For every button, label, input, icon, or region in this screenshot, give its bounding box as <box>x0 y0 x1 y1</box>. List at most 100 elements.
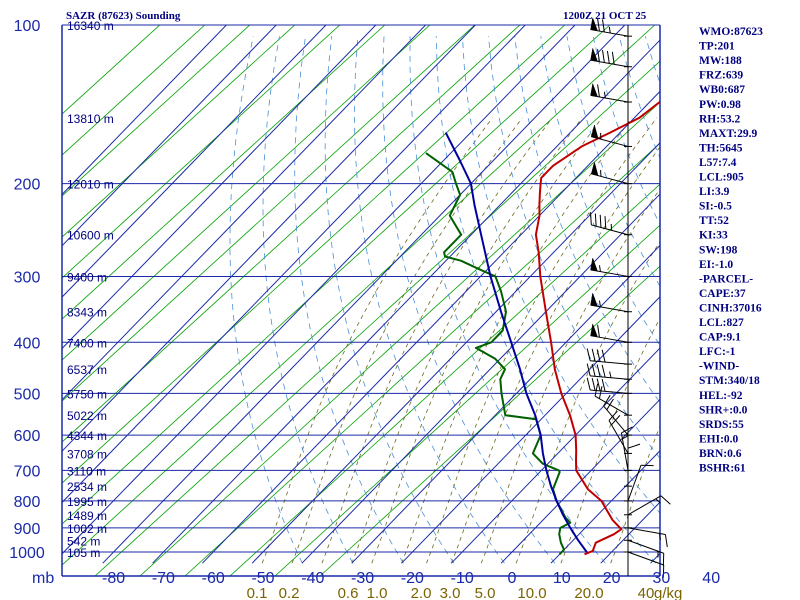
isotherm <box>62 25 576 555</box>
wind-barb <box>586 377 632 394</box>
moist-adiabat <box>62 25 161 115</box>
index-value: -WIND- <box>699 361 739 373</box>
height-label: 5022 m <box>67 409 107 423</box>
dry-adiabat <box>229 36 303 564</box>
pressure-tick-label: 800 <box>14 494 41 511</box>
height-label: 2534 m <box>67 480 107 494</box>
mixing-ratio-label: 40 <box>638 585 655 600</box>
pressure-tick-label: 500 <box>14 386 41 403</box>
isotherm <box>62 25 228 196</box>
dry-adiabat <box>382 36 556 564</box>
moist-adiabat <box>184 142 660 576</box>
isotherm <box>62 25 277 247</box>
temperature-tick-label: 20 <box>603 570 621 587</box>
mixing-ratio-line <box>426 117 658 564</box>
wind-barb <box>624 551 665 578</box>
isotherm <box>62 25 377 350</box>
index-value: WMO:87623 <box>699 26 763 38</box>
mixing-ratio-label: 10.0 <box>517 585 546 600</box>
pressure-axis-label: mb <box>32 570 54 587</box>
height-label: 1995 m <box>67 495 107 509</box>
height-label: 7400 m <box>67 336 107 350</box>
isotherm <box>62 25 427 401</box>
moist-adiabat <box>319 265 660 576</box>
dry-adiabat <box>409 36 606 564</box>
time-title: 1200Z 21 OCT 25 <box>563 10 647 22</box>
index-value: EI:-1.0 <box>699 259 733 271</box>
index-value: CAPE:37 <box>699 288 746 300</box>
temperature-tick-label: -10 <box>451 570 474 587</box>
pressure-tick-label: 1000 <box>9 545 45 562</box>
dry-adiabat <box>592 36 660 226</box>
index-value: BSHR:61 <box>699 463 746 475</box>
moist-adiabat <box>94 60 660 576</box>
temperature-tick-label: -60 <box>202 570 225 587</box>
height-label: 4344 m <box>67 429 107 443</box>
dry-adiabat <box>353 36 505 564</box>
mixing-ratio-label: 0.2 <box>279 585 300 600</box>
dry-adiabat <box>566 36 660 288</box>
sounding-profiles <box>425 100 660 556</box>
wind-barb <box>590 47 632 68</box>
index-value: LCL:827 <box>699 317 744 329</box>
wind-profile <box>586 16 671 578</box>
height-label: 12010 m <box>67 178 114 192</box>
pressure-tick-label: 700 <box>14 463 41 480</box>
wind-barb <box>624 527 668 548</box>
mixing-ratio-label: 5.0 <box>475 585 496 600</box>
index-value: SI:-0.5 <box>699 201 732 213</box>
wind-barb <box>594 383 632 416</box>
dry-adiabat <box>294 36 404 564</box>
height-label: 6537 m <box>67 363 107 377</box>
temperature-tick-label: 40 <box>702 570 720 587</box>
mixing-ratio-label: 0.6 <box>338 585 359 600</box>
temperature-profile-line <box>534 100 660 556</box>
wind-barb <box>624 443 641 487</box>
height-label: 8343 m <box>67 306 107 320</box>
temperature-tick-label: 10 <box>553 570 571 587</box>
isotherm <box>550 450 660 564</box>
index-value: WB0:687 <box>699 84 745 96</box>
index-value: LI:3.9 <box>699 186 730 198</box>
temperature-tick-label: -30 <box>351 570 374 587</box>
index-value: LCL:905 <box>699 172 744 184</box>
temperature-tick-label: -40 <box>301 570 324 587</box>
dry-adiabats <box>229 36 800 564</box>
index-value: KI:33 <box>699 230 728 242</box>
isotherm <box>351 244 660 564</box>
height-label: 105 m <box>67 546 100 560</box>
parcel-profile-line <box>444 132 588 553</box>
temperature-tick-label: 30 <box>653 570 671 587</box>
mixing-ratio-label: 20.0 <box>574 585 603 600</box>
wind-barb <box>590 16 632 37</box>
dry-adiabat <box>514 36 660 404</box>
isotherm <box>500 398 660 564</box>
isotherm <box>451 347 660 564</box>
temperature-tick-label: 0 <box>508 570 517 587</box>
pressure-tick-label: 600 <box>14 428 41 445</box>
index-value: PW:0.98 <box>699 99 741 111</box>
wind-barb <box>624 495 671 516</box>
index-value: CINH:37016 <box>699 302 762 314</box>
isotherm <box>301 193 660 564</box>
index-value: TH:5645 <box>699 142 743 154</box>
index-value: TP:201 <box>699 41 735 53</box>
temperature-tick-label: -70 <box>152 570 175 587</box>
mixing-ratio-label: 0.1 <box>247 585 268 600</box>
mixing-ratio-label: 3.0 <box>440 585 461 600</box>
index-value: EHI:0.0 <box>699 433 739 445</box>
wind-barb <box>590 292 632 313</box>
wind-barb <box>590 161 632 185</box>
isotherm <box>401 296 660 564</box>
moist-adiabat <box>139 101 660 576</box>
dry-adiabat <box>750 36 800 563</box>
index-value: STM:340/18 <box>699 375 760 387</box>
pressure-tick-label: 200 <box>14 177 41 194</box>
isotherms <box>62 25 660 564</box>
height-label: 5750 m <box>67 387 107 401</box>
dry-adiabat <box>776 36 800 563</box>
isotherm <box>62 25 327 298</box>
wind-barb <box>590 212 632 236</box>
height-label: 542 m <box>67 534 100 548</box>
